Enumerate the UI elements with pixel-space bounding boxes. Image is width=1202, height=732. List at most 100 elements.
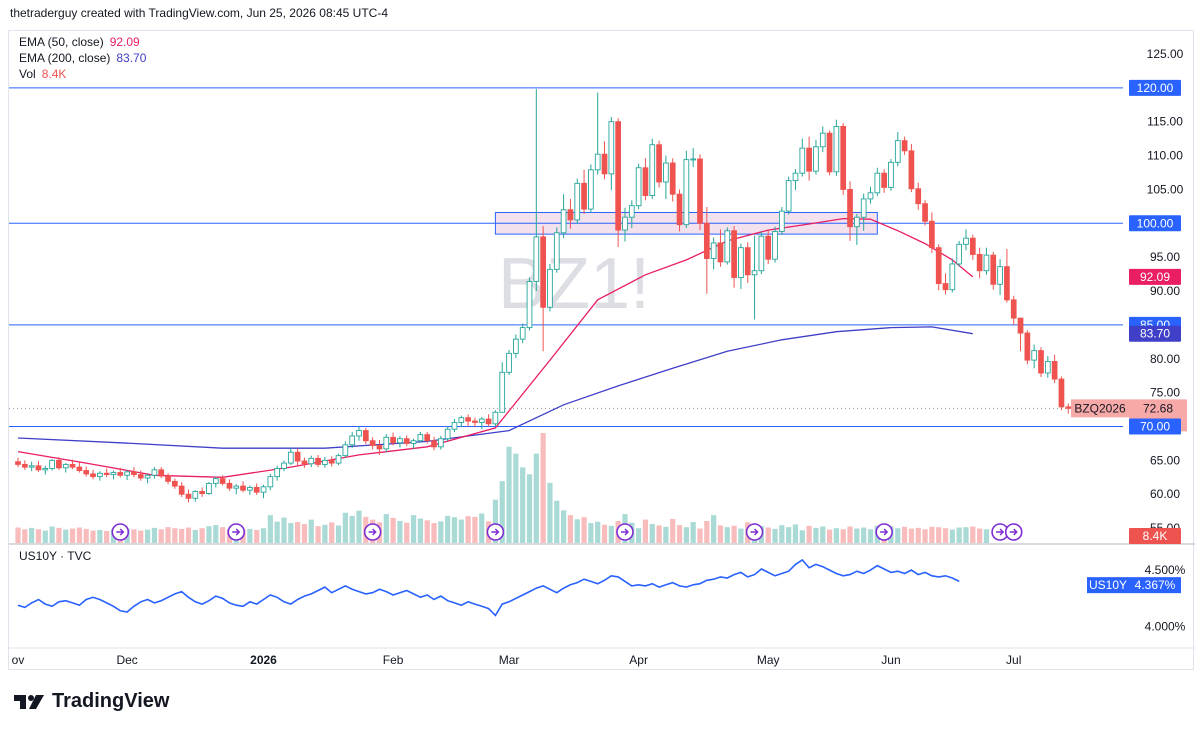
volume-bar xyxy=(642,519,649,543)
volume-bar xyxy=(383,514,389,543)
volume-bar xyxy=(274,521,280,543)
volume-bar xyxy=(179,528,185,543)
volume-bar xyxy=(417,518,423,543)
candle-body xyxy=(342,444,349,457)
price-badge-label: 8.4K xyxy=(1143,529,1168,543)
price-badge-label: 120.00 xyxy=(1137,81,1174,95)
candle-body xyxy=(772,230,778,260)
volume-bar xyxy=(35,529,42,543)
volume-bar xyxy=(533,453,539,543)
candle-body xyxy=(172,480,178,487)
candle-body xyxy=(506,352,512,373)
candle-body xyxy=(819,132,826,148)
time-tick-label: Jun xyxy=(881,653,900,667)
volume-bar xyxy=(956,527,962,543)
legend-ema50-value: 92.09 xyxy=(110,35,140,49)
volume-bar xyxy=(506,446,512,543)
candle-body xyxy=(165,475,171,482)
event-marker-arrow-icon xyxy=(880,528,889,536)
volume-bar xyxy=(983,529,990,543)
time-tick-label: ov xyxy=(12,653,25,667)
candle-body xyxy=(15,461,21,465)
price-badge xyxy=(1129,418,1181,435)
volume-bar xyxy=(213,525,219,543)
volume-bar xyxy=(977,528,983,543)
candle-body xyxy=(199,491,205,495)
candle-body xyxy=(185,493,192,499)
volume-bar xyxy=(792,524,799,543)
candle-body xyxy=(390,436,396,444)
volume-bar xyxy=(670,518,676,543)
volume-bar xyxy=(833,528,839,543)
candle-body xyxy=(860,198,867,218)
candle-body xyxy=(976,254,983,272)
candle-body xyxy=(192,491,199,499)
volume-bar xyxy=(472,516,478,543)
volume-bar xyxy=(397,521,403,543)
candle-body xyxy=(49,459,55,469)
volume-bar xyxy=(335,525,342,543)
volume-bar xyxy=(779,525,785,543)
volume-bar xyxy=(451,517,458,543)
volume-bar xyxy=(942,528,949,543)
volume-bar xyxy=(840,529,846,543)
candle-body xyxy=(431,440,437,448)
volume-bar xyxy=(138,530,144,543)
candle-body xyxy=(785,180,792,212)
event-marker-arrow-icon xyxy=(491,528,500,536)
candle-body xyxy=(806,147,812,172)
volume-bar xyxy=(915,527,921,543)
candle-body xyxy=(922,203,928,222)
candle-body xyxy=(799,147,806,174)
volume-bar xyxy=(588,523,594,543)
volume-bar xyxy=(595,521,601,543)
volume-bar xyxy=(683,527,689,543)
candle-body xyxy=(778,210,785,232)
volume-bar xyxy=(158,529,164,543)
volume-bar xyxy=(301,524,308,543)
legend-ema50-label: EMA (50, close) xyxy=(19,35,104,49)
candle-body xyxy=(526,281,533,329)
volume-bar xyxy=(738,528,744,543)
candle-body xyxy=(567,209,574,221)
candle-body xyxy=(669,162,676,195)
price-badge-label: 70.00 xyxy=(1140,419,1170,433)
volume-bar xyxy=(458,519,464,543)
volume-bar xyxy=(15,527,21,543)
time-tick-label: 2026 xyxy=(250,653,277,667)
volume-bar xyxy=(608,525,614,543)
candle-body xyxy=(444,428,451,440)
event-marker-arrow-icon xyxy=(996,528,1005,536)
candle-body xyxy=(703,222,710,259)
symbol-badge xyxy=(1071,399,1129,418)
volume-bar xyxy=(676,525,683,543)
volume-bar xyxy=(540,433,546,543)
us10y-line xyxy=(17,558,960,617)
volume-bar xyxy=(520,467,526,543)
volume-bar xyxy=(636,528,642,543)
candle-body xyxy=(308,457,315,465)
candle-body xyxy=(253,487,260,493)
tradingview-wordmark: TradingView xyxy=(52,690,170,712)
candle-body xyxy=(28,465,35,468)
tradingview-logo[interactable]: TradingView xyxy=(12,690,169,713)
price-badge xyxy=(1129,215,1181,232)
price-chart[interactable]: BZ1! 125.00 115.00 110.00 105.00 95.00 90.00 80… xyxy=(9,31,1195,671)
volume-bar xyxy=(424,520,430,543)
candle-body xyxy=(281,462,287,469)
candle-body xyxy=(963,237,969,245)
chart-frame[interactable]: BZ1! 125.00 115.00 110.00 105.00 95.00 90.00 80… xyxy=(8,30,1195,671)
candle-body xyxy=(226,482,233,489)
volume-bar xyxy=(547,482,553,543)
volume-bar xyxy=(288,523,294,543)
candle-body xyxy=(676,193,683,226)
candle-body xyxy=(1010,299,1017,319)
candle-body xyxy=(362,430,369,442)
volume-bar xyxy=(949,529,955,543)
volume-bar xyxy=(254,529,260,543)
price-tick-label: 125.00 xyxy=(1147,47,1184,61)
candle-body xyxy=(997,266,1003,285)
volume-bar xyxy=(76,527,82,543)
candle-body xyxy=(758,235,765,272)
time-tick-label: Feb xyxy=(383,653,404,667)
